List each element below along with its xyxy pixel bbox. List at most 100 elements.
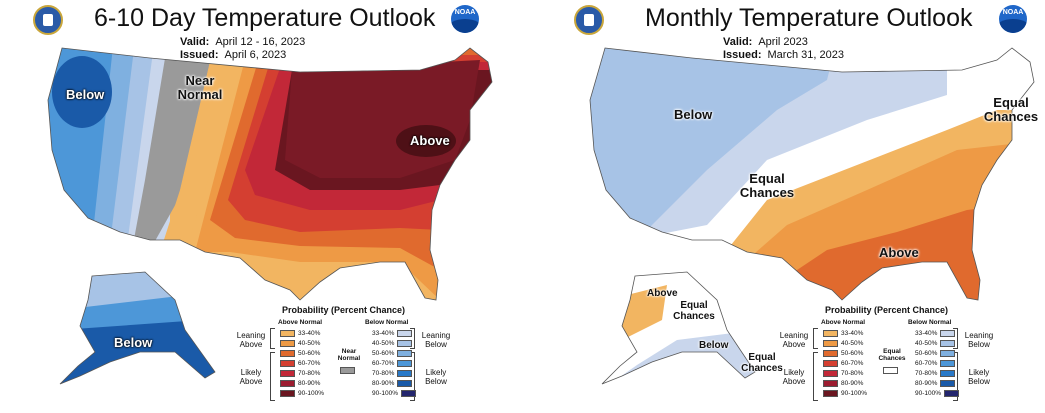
probability-legend: Probability (Percent Chance) Above Norma… bbox=[775, 305, 993, 405]
legend-above-swatch bbox=[823, 380, 838, 387]
legend-below-swatch bbox=[940, 340, 956, 347]
legend-below-swatch bbox=[397, 360, 413, 367]
legend-below-range: 50-60% bbox=[372, 350, 395, 357]
legend-below-range: 33-40% bbox=[915, 330, 938, 337]
legend-leaning-above: Leaning Above bbox=[779, 331, 809, 349]
legend-likely-below: Likely Below bbox=[968, 368, 990, 386]
legend-above-row: 70-80% bbox=[280, 369, 320, 378]
legend-above-row: 70-80% bbox=[823, 369, 863, 378]
legend-below-row: 40-50% bbox=[372, 339, 413, 348]
legend-equal-chances-head: Equal Chances bbox=[878, 348, 906, 362]
map-label-equal-chances-northeast: Equal Chances bbox=[983, 95, 1039, 124]
valid-issued-block: Valid: April 2023 Issued: March 31, 2023 bbox=[723, 36, 844, 62]
noaa-logo-icon: NOAA bbox=[999, 5, 1027, 33]
legend-above-range: 50-60% bbox=[298, 350, 321, 357]
legend-below-swatch bbox=[940, 350, 956, 357]
legend-below-row: 50-60% bbox=[915, 349, 956, 358]
valid-value: April 12 - 16, 2023 bbox=[215, 36, 306, 48]
commerce-seal-icon bbox=[574, 5, 604, 35]
legend-above-row: 80-90% bbox=[823, 379, 863, 388]
legend-below-range: 40-50% bbox=[372, 340, 395, 347]
legend-below-range: 70-80% bbox=[915, 370, 938, 377]
legend-above-row: 40-50% bbox=[280, 339, 320, 348]
legend-above-range: 80-90% bbox=[298, 380, 321, 387]
page-title-monthly: Monthly Temperature Outlook bbox=[645, 4, 973, 32]
legend-leaning-below: Leaning Below bbox=[421, 331, 451, 349]
legend-below-row: 90-100% bbox=[372, 389, 417, 398]
legend-below-range: 50-60% bbox=[915, 350, 938, 357]
legend-below-row: 60-70% bbox=[372, 359, 413, 368]
legend-below-row: 40-50% bbox=[915, 339, 956, 348]
map-label-near-normal: Near Normal bbox=[177, 73, 223, 102]
legend-below-row: 80-90% bbox=[372, 379, 413, 388]
legend-above-range: 90-100% bbox=[298, 390, 325, 397]
legend-above-swatch bbox=[823, 350, 838, 357]
legend-below-range: 60-70% bbox=[915, 360, 938, 367]
legend-above-swatch bbox=[280, 360, 295, 367]
legend-above-swatch bbox=[823, 360, 838, 367]
legend-above-swatch bbox=[823, 390, 838, 397]
legend-below-row: 33-40% bbox=[915, 329, 956, 338]
issued-label: Issued: bbox=[723, 49, 762, 61]
legend-above-row: 60-70% bbox=[280, 359, 320, 368]
legend-above-row: 90-100% bbox=[280, 389, 324, 398]
map-label-equal-chances-center: Equal Chances bbox=[739, 171, 795, 200]
valid-value: April 2023 bbox=[758, 36, 808, 48]
valid-label: Valid: bbox=[723, 36, 753, 48]
legend-above-range: 60-70% bbox=[298, 360, 321, 367]
legend-above-row: 40-50% bbox=[823, 339, 863, 348]
legend-above-swatch bbox=[280, 380, 295, 387]
legend-below-swatch bbox=[944, 390, 960, 397]
legend-below-swatch bbox=[940, 330, 956, 337]
issued-value: March 31, 2023 bbox=[767, 49, 844, 61]
legend-below-range: 80-90% bbox=[372, 380, 395, 387]
legend-above-head: Above Normal bbox=[278, 319, 323, 326]
legend-below-head: Below Normal bbox=[365, 319, 409, 326]
six-to-ten-day-panel: 6-10 Day Temperature Outlook NOAA Valid:… bbox=[0, 0, 518, 413]
valid-issued-block: Valid: April 12 - 16, 2023 Issued: April 6… bbox=[180, 36, 305, 62]
legend-title: Probability (Percent Chance) bbox=[282, 305, 406, 315]
legend-above-swatch bbox=[280, 330, 295, 337]
legend-below-row: 80-90% bbox=[915, 379, 956, 388]
legend-above-head: Above Normal bbox=[821, 319, 866, 326]
map-label-below-alaska: Below bbox=[114, 335, 153, 350]
legend-below-swatch bbox=[940, 380, 956, 387]
legend-below-range: 90-100% bbox=[372, 390, 399, 397]
legend-below-row: 50-60% bbox=[372, 349, 413, 358]
legend-below-swatch bbox=[397, 340, 413, 347]
legend-below-range: 33-40% bbox=[372, 330, 395, 337]
legend-above-row: 90-100% bbox=[823, 389, 867, 398]
legend-above-swatch bbox=[823, 330, 838, 337]
legend-below-swatch bbox=[397, 370, 413, 377]
page-title: 6-10 Day Temperature Outlook bbox=[94, 4, 436, 32]
issued-label: Issued: bbox=[180, 49, 219, 61]
noaa-logo-icon: NOAA bbox=[451, 5, 479, 33]
legend-below-swatch bbox=[397, 380, 413, 387]
map-label-above: Above bbox=[879, 245, 919, 260]
probability-legend: Probability (Percent Chance) Above Norma… bbox=[232, 305, 450, 405]
legend-above-range: 80-90% bbox=[841, 380, 864, 387]
legend-above-range: 40-50% bbox=[298, 340, 321, 347]
legend-above-range: 60-70% bbox=[841, 360, 864, 367]
conus-monthly-map bbox=[589, 47, 1035, 385]
legend-above-row: 80-90% bbox=[280, 379, 320, 388]
legend-above-row: 60-70% bbox=[823, 359, 863, 368]
legend-below-row: 70-80% bbox=[915, 369, 956, 378]
legend-below-swatch bbox=[397, 350, 413, 357]
legend-below-range: 80-90% bbox=[915, 380, 938, 387]
legend-above-swatch bbox=[280, 390, 295, 397]
legend-likely-above: Likely Above bbox=[239, 368, 263, 386]
legend-above-swatch bbox=[823, 370, 838, 377]
legend-leaning-below: Leaning Below bbox=[964, 331, 994, 349]
legend-above-range: 40-50% bbox=[841, 340, 864, 347]
legend-below-row: 70-80% bbox=[372, 369, 413, 378]
map-label-equal-chances-aleutians: Equal Chances bbox=[741, 352, 783, 374]
legend-above-range: 70-80% bbox=[841, 370, 864, 377]
legend-near-normal-swatch bbox=[340, 367, 355, 374]
legend-above-range: 90-100% bbox=[841, 390, 868, 397]
legend-below-head: Below Normal bbox=[908, 319, 952, 326]
commerce-seal-icon bbox=[33, 5, 63, 35]
legend-above-row: 50-60% bbox=[280, 349, 320, 358]
legend-below-row: 90-100% bbox=[915, 389, 960, 398]
legend-below-range: 40-50% bbox=[915, 340, 938, 347]
